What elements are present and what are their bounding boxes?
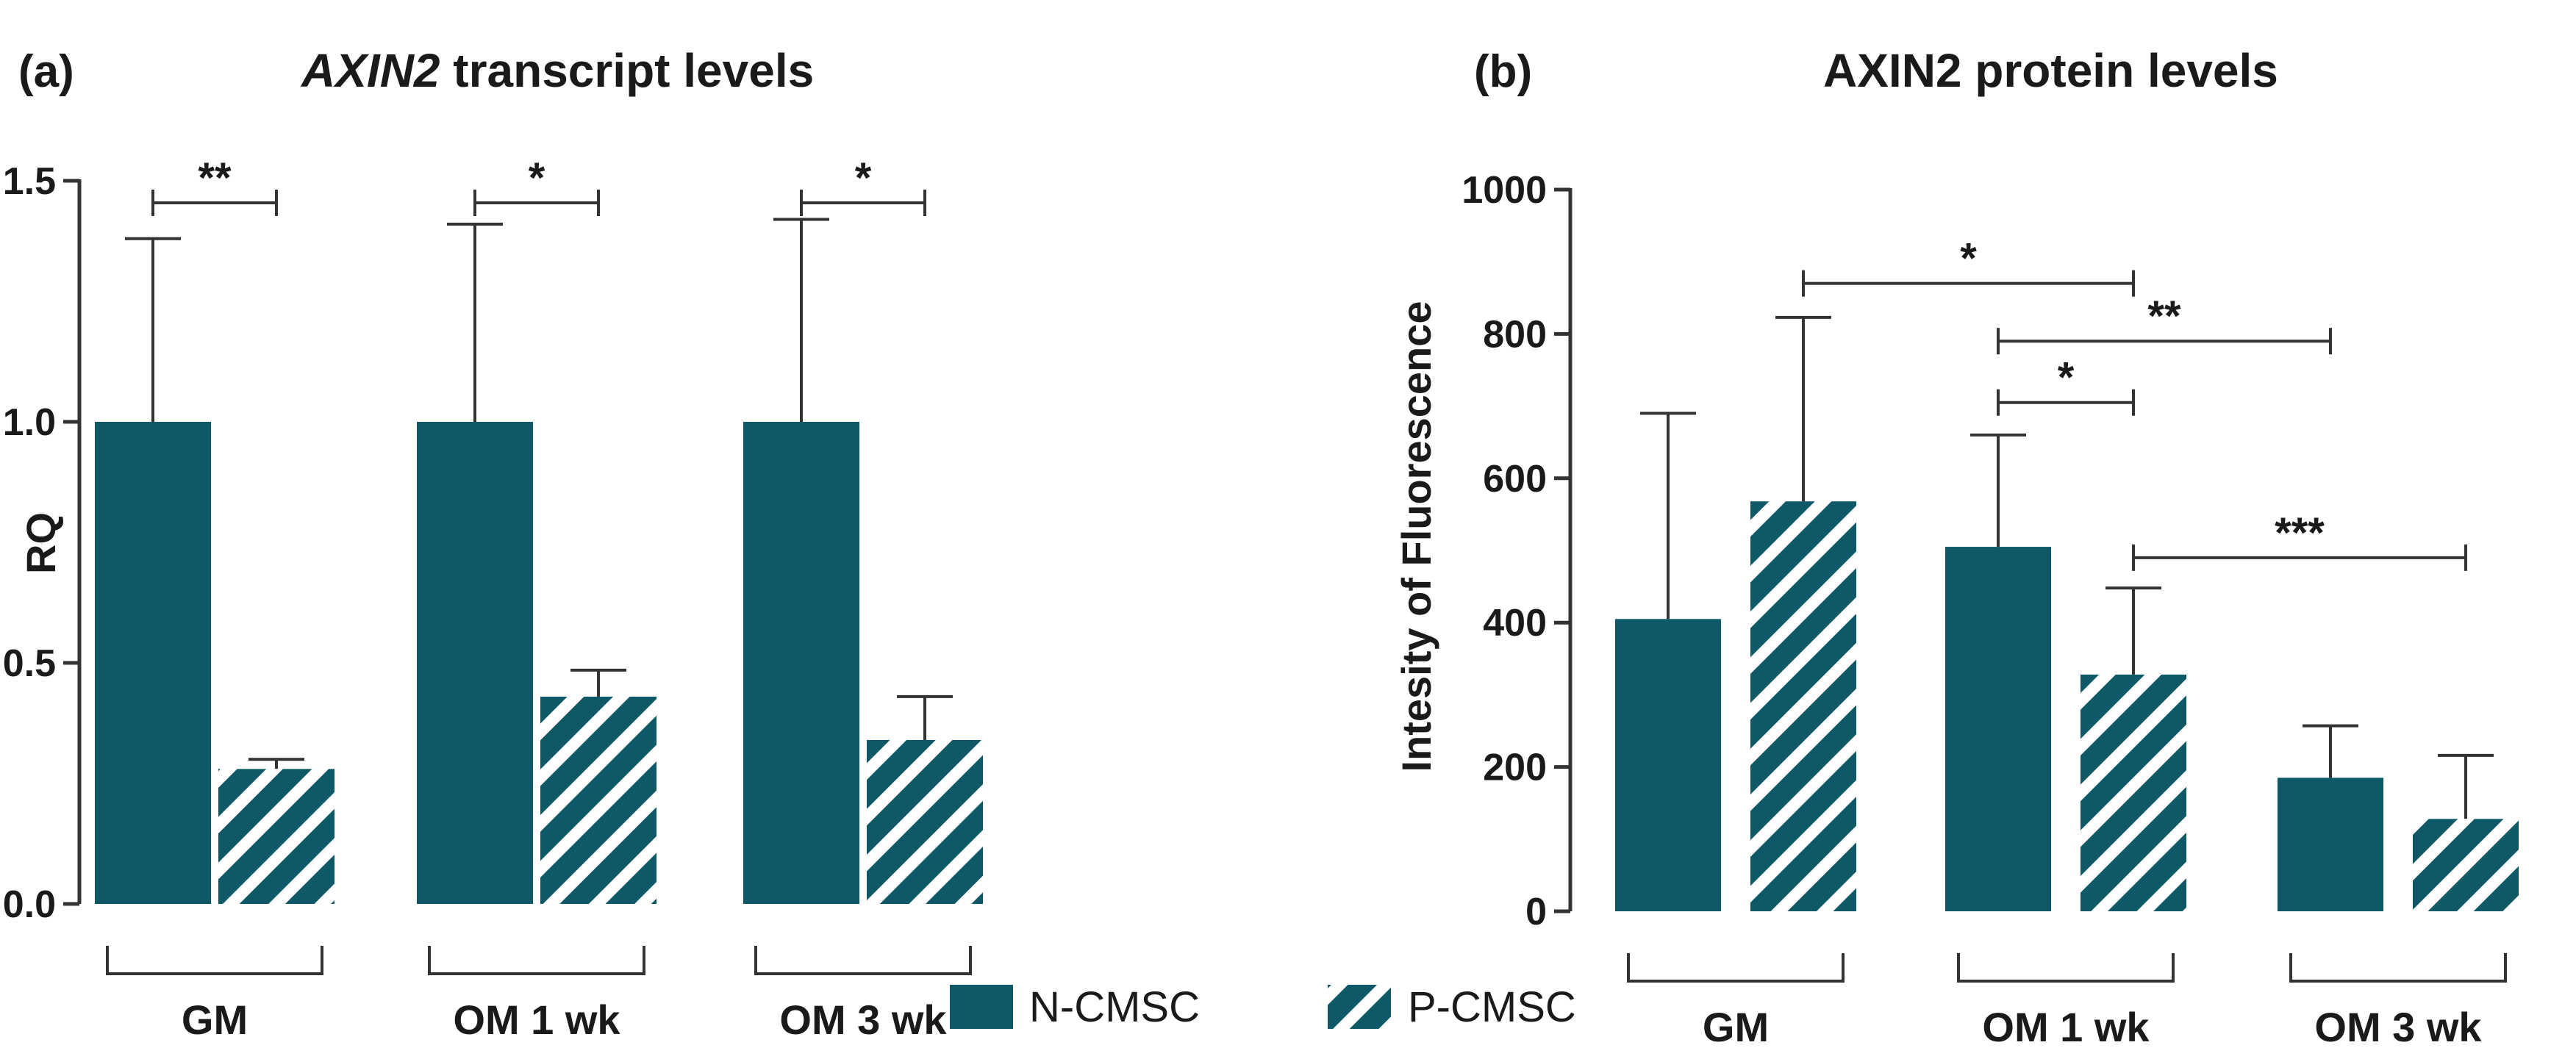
category-bracket xyxy=(754,946,972,975)
bar-p-cmsc-2 xyxy=(2413,819,2519,911)
chart-title-italic: AXIN2 xyxy=(300,44,440,97)
category-label: OM 1 wk xyxy=(453,997,620,1043)
y-tick-label: 0 xyxy=(1525,891,1547,933)
y-tick-label: 0.5 xyxy=(3,642,56,685)
y-tick-label: 200 xyxy=(1483,747,1547,789)
bar-n-cmsc-1 xyxy=(417,422,533,904)
category-label: OM 3 wk xyxy=(2314,1004,2482,1050)
bar-p-cmsc-0 xyxy=(218,769,334,904)
category-bracket xyxy=(428,946,645,975)
bar-p-cmsc-2 xyxy=(867,739,983,904)
panel-label: (a) xyxy=(18,46,74,97)
significance-label: ** xyxy=(198,154,232,202)
bar-n-cmsc-1 xyxy=(1945,547,2051,911)
category-label: OM 3 wk xyxy=(779,997,947,1043)
y-tick-label: 0.0 xyxy=(3,883,56,926)
category-label: GM xyxy=(182,997,248,1043)
y-tick-label: 800 xyxy=(1483,313,1547,356)
panel-b-chart: (b) AXIN2 protein levels Intesity of Fluor… xyxy=(1393,44,2519,1050)
legend-label: P-CMSC xyxy=(1408,983,1576,1031)
significance-label: * xyxy=(2058,354,2075,402)
bar-n-cmsc-2 xyxy=(2278,778,2383,911)
y-tick-label: 1.0 xyxy=(3,401,56,444)
category-bracket xyxy=(1627,953,1845,983)
y-tick-label: 400 xyxy=(1483,602,1547,645)
significance-label: * xyxy=(529,154,545,202)
chart-title-text: AXIN2 protein levels xyxy=(1823,44,2278,97)
panel-label: (b) xyxy=(1474,46,1532,97)
significance-label: *** xyxy=(2275,509,2325,557)
bar-p-cmsc-0 xyxy=(1750,501,1856,911)
bar-p-cmsc-1 xyxy=(540,696,656,904)
significance-label: * xyxy=(1960,235,1977,283)
y-tick-label: 600 xyxy=(1483,458,1547,500)
bar-n-cmsc-0 xyxy=(95,422,211,904)
category-bracket xyxy=(2289,953,2507,983)
chart-title-text: transcript levels xyxy=(440,44,815,97)
legend-swatch-n-cmsc xyxy=(950,985,1013,1029)
legend-swatch-p-cmsc xyxy=(1328,985,1391,1029)
bar-p-cmsc-1 xyxy=(2081,674,2186,911)
legend: N-CMSC P-CMSC xyxy=(950,983,1576,1031)
chart-title: AXIN2 protein levels xyxy=(1823,44,2278,97)
category-label: GM xyxy=(1703,1004,1769,1050)
significance-label: * xyxy=(855,154,872,202)
y-axis-label: RQ xyxy=(18,512,64,574)
legend-label: N-CMSC xyxy=(1029,983,1200,1031)
bar-n-cmsc-0 xyxy=(1615,619,1721,911)
category-bracket xyxy=(1957,953,2175,983)
category-bracket xyxy=(106,946,323,975)
y-tick-label: 1.5 xyxy=(3,160,56,203)
bar-n-cmsc-2 xyxy=(743,422,859,904)
chart-title: AXIN2 transcript levels xyxy=(300,44,814,97)
significance-label: ** xyxy=(2147,292,2181,340)
panel-a-chart: (a) AXIN2 transcript levels RQ 0.0 0.5 1.0 1.5… xyxy=(3,44,983,1043)
y-tick-label: 1000 xyxy=(1461,169,1547,212)
y-axis-label: Intesity of Fluorescence xyxy=(1393,301,1439,772)
category-label: OM 1 wk xyxy=(1982,1004,2150,1050)
